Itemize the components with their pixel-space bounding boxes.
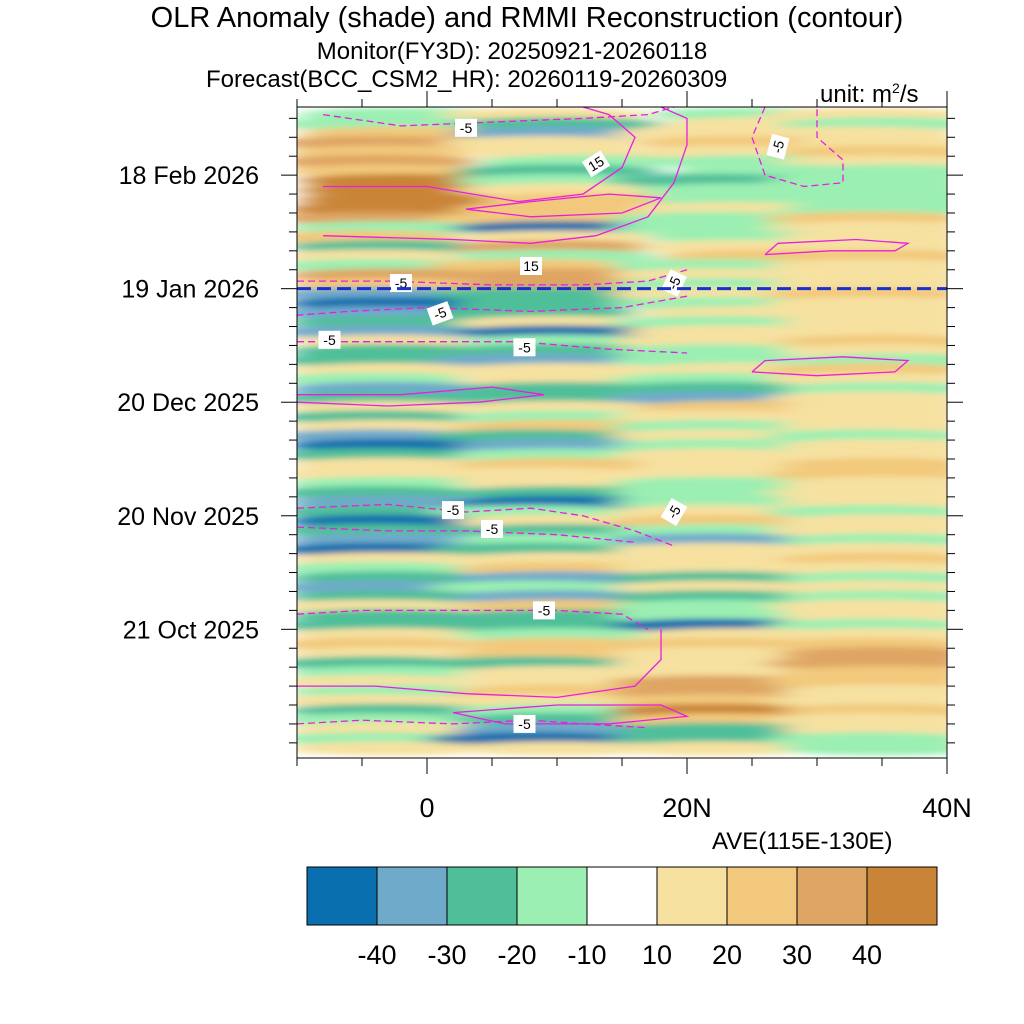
contour-label-text: 15 bbox=[523, 258, 539, 274]
unit-label: unit: m2/s bbox=[820, 80, 919, 109]
x-tick-label: 40N bbox=[922, 793, 972, 823]
colorbar-cell bbox=[656, 866, 728, 926]
contour-label-bg bbox=[520, 257, 542, 275]
rmmi-contours bbox=[297, 107, 911, 729]
contour-negative bbox=[751, 107, 844, 188]
contour-label: -5 bbox=[481, 520, 503, 538]
x-tick-label: 0 bbox=[419, 793, 434, 823]
colorbar-cell bbox=[376, 866, 448, 926]
contour-label-bg bbox=[581, 150, 611, 178]
olr-band-layer bbox=[297, 107, 947, 756]
contour-label: -5 bbox=[533, 601, 555, 620]
unit-prefix: unit: m bbox=[820, 81, 893, 108]
contour-positive bbox=[297, 629, 662, 699]
contour-label-bg bbox=[660, 497, 688, 527]
contour-label: -5 bbox=[318, 330, 341, 349]
contour-label: -5 bbox=[766, 133, 790, 160]
y-axis: 21 Oct 2025 20 Nov 2025 20 Dec 2025 19 Jan … bbox=[117, 117, 963, 744]
contour-positive bbox=[297, 386, 545, 407]
contour-positive bbox=[452, 704, 690, 725]
monitor-subtitle: Monitor(FY3D): 20250921-20260118 bbox=[316, 38, 708, 65]
colorbar-cell bbox=[796, 866, 868, 926]
olr-band bbox=[453, 741, 661, 756]
contour-label-bg bbox=[513, 338, 536, 357]
colorbar-label: 40 bbox=[852, 940, 882, 970]
contour-negative bbox=[297, 503, 675, 547]
colorbar-label: -10 bbox=[567, 940, 606, 970]
contour-label: -5 bbox=[513, 338, 536, 357]
x-axis: 0 20N 40N bbox=[296, 91, 972, 823]
contour-label: 15 bbox=[520, 257, 542, 275]
contour-label-text: -5 bbox=[518, 339, 531, 355]
y-tick-label: 20 Dec 2025 bbox=[117, 389, 259, 417]
contour-label: -5 bbox=[426, 301, 454, 326]
contour-negative bbox=[297, 609, 649, 630]
colorbar-label: 30 bbox=[782, 940, 812, 970]
contour-label-bg bbox=[513, 714, 536, 733]
contour-label: -5 bbox=[660, 497, 688, 527]
contour-label-bg bbox=[442, 501, 464, 520]
contour-negative bbox=[297, 269, 688, 286]
contour-label-bg bbox=[533, 601, 555, 620]
contour-negative bbox=[297, 341, 688, 354]
colorbar-cell bbox=[866, 866, 938, 926]
contour-negative bbox=[322, 107, 675, 127]
contour-negative bbox=[297, 719, 649, 729]
contour-label-text: -5 bbox=[538, 602, 551, 618]
contour-label-bg bbox=[426, 301, 454, 326]
olr-shading bbox=[297, 107, 947, 756]
contour-label: -5 bbox=[442, 501, 464, 520]
colorbar-label: -30 bbox=[427, 940, 466, 970]
contour-positive bbox=[764, 238, 911, 256]
contour-label-text: -5 bbox=[431, 304, 448, 323]
contour-label-text: -5 bbox=[323, 332, 336, 348]
contour-positive bbox=[465, 193, 662, 218]
colorbar-cell bbox=[516, 866, 588, 926]
contour-label-bg bbox=[455, 118, 477, 137]
contour-label-text: -5 bbox=[395, 275, 408, 291]
y-tick-label: 19 Jan 2026 bbox=[121, 276, 259, 304]
contour-negative bbox=[297, 295, 688, 316]
contour-label-text: 15 bbox=[585, 153, 607, 175]
unit-superscript: 2 bbox=[892, 80, 900, 96]
contour-label-bg bbox=[318, 330, 341, 349]
forecast-subtitle: Forecast(BCC_CSM2_HR): 20260119-20260309 bbox=[206, 66, 728, 93]
contour-label-bg bbox=[766, 133, 790, 160]
contour-label: -5 bbox=[513, 714, 536, 733]
contour-label: -5 bbox=[455, 118, 477, 137]
chart-title: OLR Anomaly (shade) and RMMI Reconstruct… bbox=[150, 2, 904, 34]
y-tick-label: 21 Oct 2025 bbox=[123, 616, 259, 644]
olr-band bbox=[297, 741, 492, 756]
y-tick-label: 18 Feb 2026 bbox=[119, 162, 259, 190]
contour-positive bbox=[751, 356, 910, 377]
colorbar-label: 20 bbox=[712, 940, 742, 970]
contour-positive bbox=[322, 107, 688, 244]
colorbar: -40 -30 -20 -10 10 20 30 40 bbox=[306, 866, 938, 970]
colorbar-label: 10 bbox=[642, 940, 672, 970]
colorbar-cell bbox=[726, 866, 798, 926]
contour-label: 15 bbox=[581, 150, 611, 178]
contour-positive bbox=[323, 107, 636, 203]
colorbar-cell bbox=[586, 866, 658, 926]
colorbar-label: -40 bbox=[357, 940, 396, 970]
colorbar-cell bbox=[446, 866, 518, 926]
y-tick-label: 20 Nov 2025 bbox=[117, 503, 259, 531]
contour-label-text: -5 bbox=[460, 120, 473, 136]
contour-label-text: -5 bbox=[486, 521, 499, 537]
contour-label-text: -5 bbox=[447, 502, 460, 518]
contour-label-text: -5 bbox=[518, 716, 531, 732]
unit-suffix: /s bbox=[899, 81, 919, 108]
contour-label-text: -5 bbox=[769, 138, 788, 154]
colorbar-label: -20 bbox=[497, 940, 536, 970]
contour-label-bg bbox=[481, 520, 503, 538]
olr-band bbox=[609, 741, 817, 756]
average-note: AVE(115E-130E) bbox=[712, 828, 893, 855]
olr-band bbox=[778, 741, 947, 756]
contour-negative bbox=[297, 526, 636, 543]
x-tick-label: 20N bbox=[662, 793, 712, 823]
colorbar-cell bbox=[306, 866, 378, 926]
